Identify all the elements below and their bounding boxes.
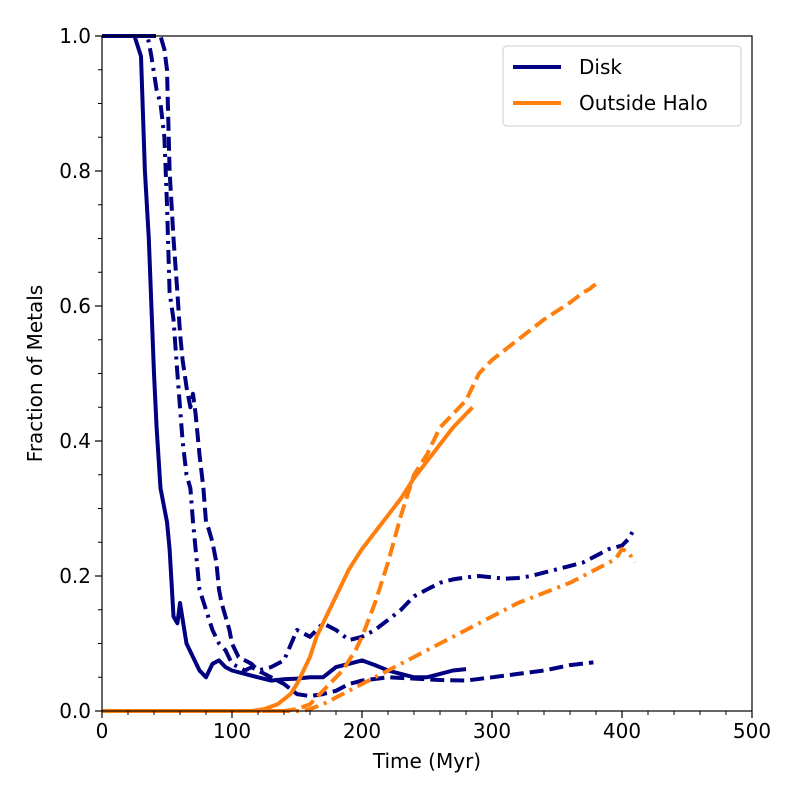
x-tick-label: 300 — [473, 719, 511, 743]
series-line-outside-halo-dashed — [102, 282, 601, 713]
ticks-layer: 0 100 200 300 400 500 0.0 0.2 0.4 0.6 0.8 1.0 — [59, 24, 771, 743]
x-tick-label: 500 — [733, 719, 771, 743]
x-tick-label: 100 — [213, 719, 251, 743]
y-tick-label: 0.8 — [59, 159, 91, 183]
y-tick-label: 0.6 — [59, 294, 91, 318]
y-axis-title: Fraction of Metals — [23, 285, 47, 462]
series-line-outside-halo-dashdot — [102, 547, 637, 713]
x-tick-label: 200 — [343, 719, 381, 743]
y-tick-label: 1.0 — [59, 24, 91, 48]
series-layer — [102, 34, 637, 713]
y-tick-label: 0.0 — [59, 699, 91, 723]
legend-label-outside-halo: Outside Halo — [579, 91, 708, 115]
y-tick-label: 0.2 — [59, 564, 91, 588]
legend: Disk Outside Halo — [502, 45, 742, 127]
series-line-disk-dashed — [102, 34, 594, 699]
x-axis-title: Time (Myr) — [372, 749, 481, 773]
legend-label-disk: Disk — [579, 55, 622, 79]
legend-box — [502, 45, 742, 127]
series-line-disk-dashdot — [102, 34, 635, 673]
series-line-disk-solid — [102, 34, 467, 683]
y-tick-label: 0.4 — [59, 429, 91, 453]
x-tick-label: 0 — [96, 719, 109, 743]
series-line-outside-halo-solid — [102, 405, 474, 713]
x-tick-label: 400 — [603, 719, 641, 743]
